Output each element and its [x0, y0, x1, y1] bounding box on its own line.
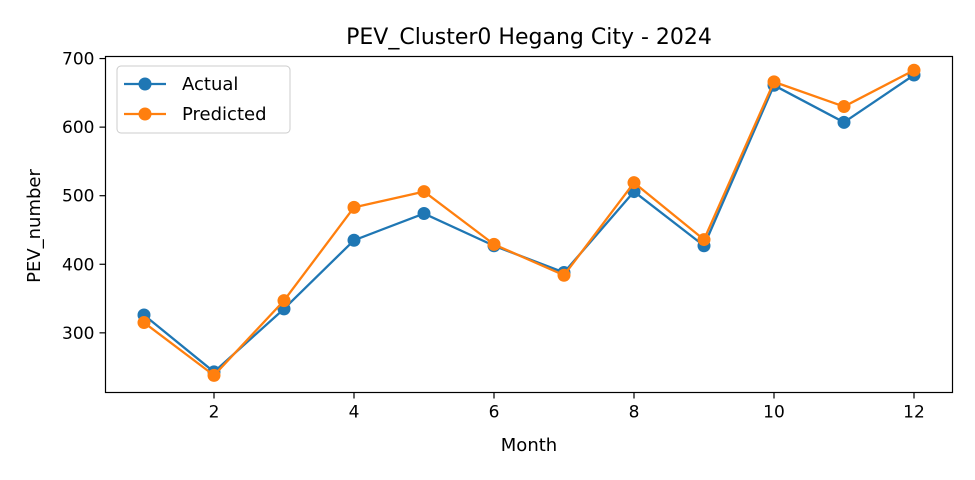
legend-marker	[138, 107, 152, 121]
data-point	[417, 185, 431, 199]
x-tick-label: 12	[903, 403, 925, 423]
y-tick-label: 500	[62, 187, 94, 207]
y-tick-label: 600	[62, 118, 94, 138]
x-axis-label: Month	[501, 435, 557, 456]
data-point	[207, 368, 221, 382]
x-tick-label: 2	[209, 403, 220, 423]
x-tick-label: 6	[489, 403, 500, 423]
x-axis: 2 4 6 8 10 12	[209, 392, 925, 423]
plot-frame	[104, 55, 954, 394]
data-point	[627, 176, 641, 190]
legend-item-predicted: Predicted	[124, 104, 267, 125]
x-tick-label: 4	[349, 403, 360, 423]
data-point	[697, 233, 711, 247]
y-tick-label: 300	[62, 324, 94, 344]
x-tick-label: 8	[629, 403, 640, 423]
legend-label: Predicted	[182, 104, 267, 125]
plot-area	[137, 63, 921, 382]
legend-box	[116, 65, 291, 134]
legend-label: Actual	[182, 74, 238, 95]
data-point	[347, 200, 361, 214]
data-point	[767, 75, 781, 89]
y-axis-label: PEV_number	[24, 169, 45, 283]
y-axis: 300 400 500 600 700	[62, 50, 106, 344]
y-tick-label: 400	[62, 255, 94, 275]
data-point	[417, 207, 431, 221]
legend-item-actual: Actual	[124, 74, 238, 95]
series-predicted	[137, 63, 921, 382]
data-point	[347, 233, 361, 247]
y-tick-label: 700	[62, 50, 94, 70]
data-point	[557, 268, 571, 282]
data-point	[137, 316, 151, 330]
legend-marker	[138, 77, 152, 91]
data-point	[837, 100, 851, 114]
data-point	[277, 294, 291, 308]
data-point	[907, 63, 921, 77]
legend: Actual Predicted	[116, 65, 291, 134]
data-point	[487, 237, 501, 251]
x-tick-label: 10	[763, 403, 785, 423]
data-point	[837, 115, 851, 129]
series-line	[143, 69, 915, 377]
chart-title: PEV_Cluster0 Hegang City - 2024	[346, 25, 712, 50]
